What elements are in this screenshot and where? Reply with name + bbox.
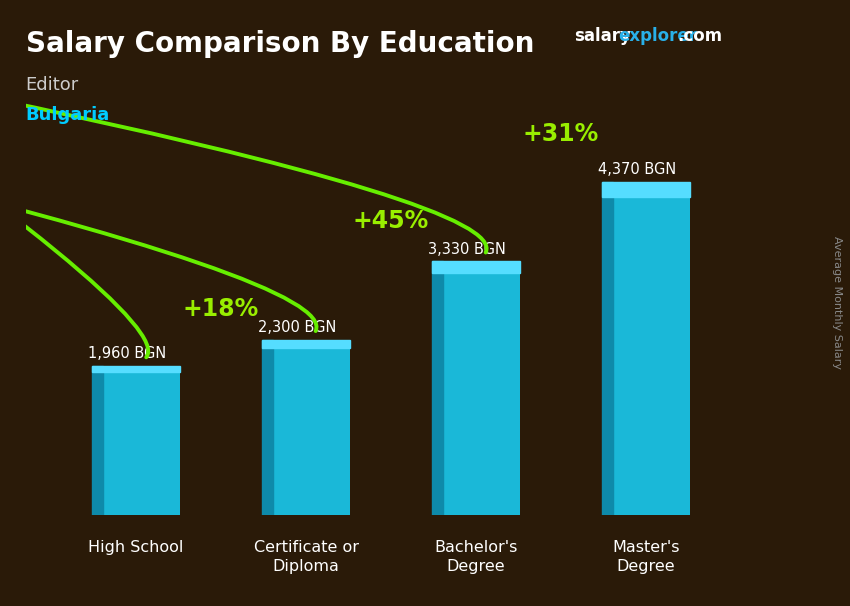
FancyArrowPatch shape	[0, 0, 487, 253]
Text: explorer: explorer	[618, 27, 697, 45]
Text: Bulgaria: Bulgaria	[26, 106, 110, 124]
Text: Master's
Degree: Master's Degree	[612, 539, 680, 574]
Text: Average Monthly Salary: Average Monthly Salary	[832, 236, 842, 370]
Bar	[92, 365, 180, 372]
Bar	[432, 261, 520, 515]
Bar	[92, 365, 180, 515]
FancyArrowPatch shape	[0, 0, 316, 331]
Text: .com: .com	[677, 27, 722, 45]
Bar	[602, 182, 690, 197]
Text: salary: salary	[574, 27, 631, 45]
Bar	[432, 261, 444, 515]
Text: Bachelor's
Degree: Bachelor's Degree	[434, 539, 518, 574]
Text: Salary Comparison By Education: Salary Comparison By Education	[26, 30, 534, 58]
Bar	[432, 261, 520, 273]
FancyArrowPatch shape	[0, 0, 148, 358]
Text: 2,300 BGN: 2,300 BGN	[258, 320, 337, 335]
Bar	[602, 182, 614, 515]
Bar	[92, 365, 104, 515]
Text: 3,330 BGN: 3,330 BGN	[428, 242, 507, 256]
Bar	[262, 340, 350, 515]
Text: +45%: +45%	[353, 210, 429, 233]
Text: Certificate or
Diploma: Certificate or Diploma	[253, 539, 359, 574]
Text: 1,960 BGN: 1,960 BGN	[88, 346, 167, 361]
Text: High School: High School	[88, 539, 184, 554]
Bar	[262, 340, 274, 515]
Bar	[602, 182, 690, 515]
Text: 4,370 BGN: 4,370 BGN	[598, 162, 677, 177]
Text: +31%: +31%	[523, 122, 599, 145]
Text: +18%: +18%	[183, 297, 259, 321]
Bar	[262, 340, 350, 348]
Text: Editor: Editor	[26, 76, 79, 94]
